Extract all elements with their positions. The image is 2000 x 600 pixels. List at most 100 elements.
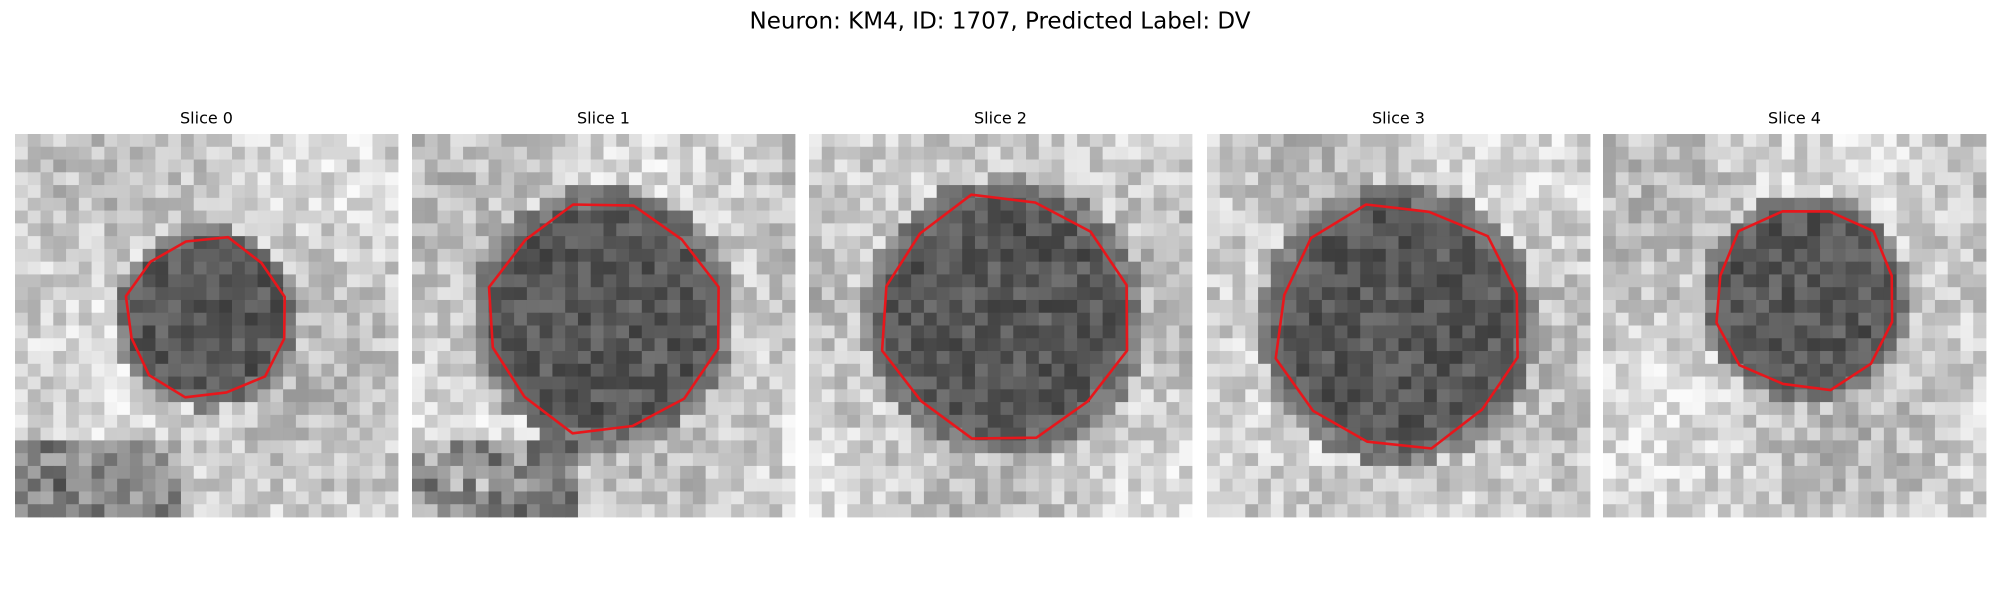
pixel <box>1832 223 1846 237</box>
pixel <box>1000 185 1014 199</box>
pixel <box>1641 363 1655 377</box>
pixel <box>412 172 426 186</box>
pixel <box>91 389 105 403</box>
pixel <box>1000 299 1014 314</box>
pixel <box>1922 427 1936 441</box>
pixel <box>1436 223 1450 237</box>
pixel <box>1896 274 1910 288</box>
pixel <box>1283 504 1297 518</box>
pixel <box>809 312 823 326</box>
pixel <box>552 299 566 314</box>
pixel <box>1973 376 1987 390</box>
pixel <box>193 504 207 518</box>
pixel <box>1820 299 1834 314</box>
pixel <box>1398 248 1412 263</box>
pixel <box>539 465 553 480</box>
pixel <box>1820 440 1834 454</box>
pixel <box>1334 159 1348 173</box>
pixel <box>743 248 758 263</box>
pixel <box>1296 465 1310 480</box>
pixel <box>809 351 823 365</box>
pixel <box>295 453 310 467</box>
pixel <box>911 223 925 237</box>
pixel <box>680 197 694 211</box>
pixel <box>692 491 707 505</box>
pixel <box>1705 414 1719 429</box>
pixel <box>1219 389 1233 403</box>
pixel <box>308 236 322 250</box>
pixel <box>295 338 310 352</box>
pixel <box>1756 185 1770 199</box>
pixel <box>949 363 963 377</box>
pixel <box>1896 363 1910 377</box>
pixel <box>1794 210 1808 224</box>
pixel <box>834 504 848 518</box>
pixel <box>1679 146 1693 160</box>
pixel <box>1538 261 1553 275</box>
pixel <box>1768 287 1783 301</box>
pixel <box>1051 402 1065 416</box>
pixel <box>1347 402 1361 416</box>
pixel <box>1960 491 1974 505</box>
pixel <box>1334 427 1348 441</box>
pixel <box>872 134 886 148</box>
pixel <box>1026 338 1040 352</box>
pixel <box>1871 172 1885 186</box>
pixel <box>898 210 912 224</box>
pixel <box>1449 465 1463 480</box>
pixel <box>40 453 54 467</box>
pixel <box>1436 338 1450 352</box>
pixel <box>168 274 182 288</box>
pixel <box>565 236 579 250</box>
pixel <box>1679 325 1693 339</box>
pixel <box>219 402 233 416</box>
pixel <box>1475 197 1489 211</box>
pixel <box>206 389 220 403</box>
pixel <box>1832 172 1846 186</box>
pixel <box>1449 248 1463 263</box>
pixel <box>1654 146 1668 160</box>
pixel <box>911 287 925 301</box>
pixel <box>718 223 732 237</box>
pixel <box>155 402 169 416</box>
pixel <box>1807 427 1821 441</box>
pixel <box>1360 402 1374 416</box>
pixel <box>1603 312 1617 326</box>
pixel <box>142 299 156 314</box>
pixel <box>1845 338 1859 352</box>
pixel <box>1064 376 1078 390</box>
pixel <box>78 159 92 173</box>
pixel <box>168 172 182 186</box>
pixel <box>1462 427 1476 441</box>
pixel <box>1781 146 1795 160</box>
pixel <box>270 134 284 148</box>
pixel <box>1064 299 1078 314</box>
pixel <box>412 465 426 480</box>
pixel <box>1077 261 1091 275</box>
pixel <box>1526 351 1540 365</box>
pixel <box>821 453 835 467</box>
pixel <box>475 172 489 186</box>
pixel <box>872 146 886 160</box>
pixel <box>91 185 105 199</box>
pixel <box>412 197 426 211</box>
pixel <box>1858 146 1872 160</box>
pixel <box>1603 389 1617 403</box>
pixel <box>257 376 271 390</box>
pixel <box>1730 159 1744 173</box>
pixel <box>334 248 348 263</box>
pixel <box>1679 376 1693 390</box>
pixel <box>769 185 783 199</box>
pixel <box>1115 363 1129 377</box>
pixel <box>15 312 29 326</box>
pixel <box>885 338 899 352</box>
pixel <box>1794 504 1808 518</box>
pixel <box>385 478 399 492</box>
pixel <box>1743 197 1757 211</box>
pixel <box>219 146 233 160</box>
pixel <box>1385 223 1399 237</box>
pixel <box>1064 504 1078 518</box>
pixel <box>1628 248 1642 263</box>
pixel <box>463 146 477 160</box>
pixel <box>1232 389 1246 403</box>
